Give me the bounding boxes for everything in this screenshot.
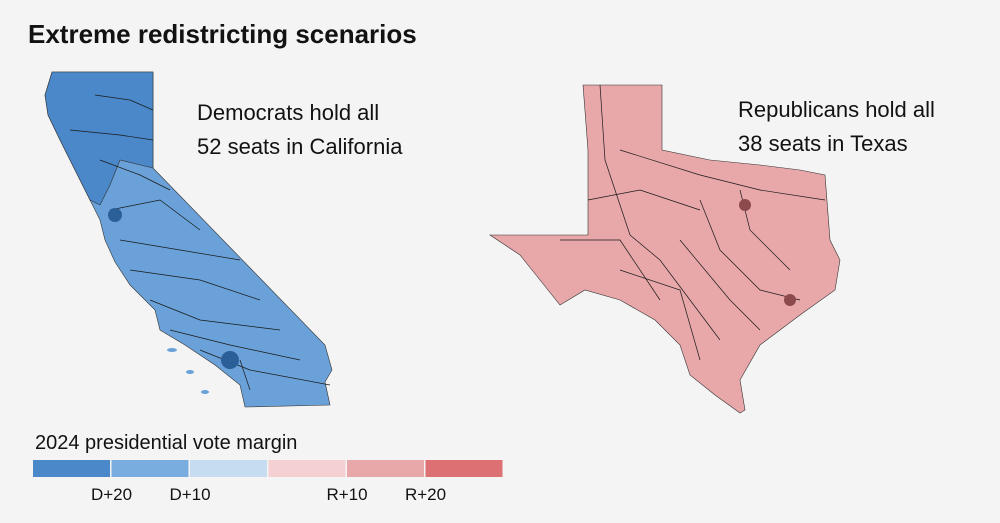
houston-districts	[784, 294, 796, 306]
district-line	[69, 94, 331, 391]
district-line	[560, 84, 826, 361]
legend-label: R+20	[405, 485, 446, 504]
annotation: Republicans hold all	[738, 97, 935, 122]
island	[167, 348, 177, 352]
state-shape	[489, 84, 841, 414]
legend-label: R+10	[326, 485, 367, 504]
california-map: Democrats hold all 52 seats in Californi…	[44, 71, 403, 408]
legend-swatch	[425, 460, 503, 477]
legend-label: D+20	[91, 485, 132, 504]
dfw-districts	[739, 199, 751, 211]
legend: 2024 presidential vote margin D+20 D+10 R+…	[33, 432, 503, 504]
legend-title: 2024 presidential vote margin	[35, 432, 297, 454]
annotation: 52 seats in California	[197, 134, 403, 159]
annotation: Democrats hold all	[197, 100, 379, 125]
island	[201, 390, 209, 394]
legend-swatch	[190, 460, 267, 477]
texas-map: Republicans hold all 38 seats in Texas	[489, 84, 935, 414]
legend-label: D+10	[169, 485, 210, 504]
legend-swatch	[111, 460, 189, 477]
annotation: 38 seats in Texas	[738, 131, 908, 156]
legend-swatch	[347, 460, 424, 477]
legend-swatch	[268, 460, 346, 477]
dark-districts	[44, 71, 154, 206]
bay-districts	[108, 208, 122, 222]
island	[186, 370, 194, 374]
la-districts	[221, 351, 239, 369]
title: Extreme redistricting scenarios	[28, 19, 417, 49]
legend-swatch	[33, 460, 110, 477]
